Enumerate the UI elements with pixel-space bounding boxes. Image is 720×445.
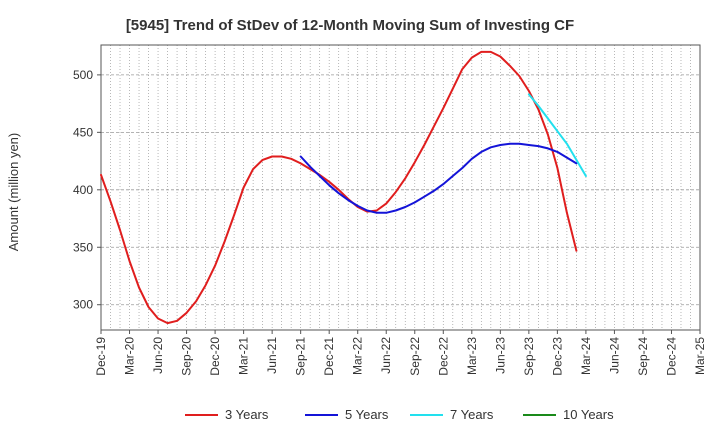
series-line-3-years	[100, 50, 578, 325]
y-tick-label: 450	[73, 125, 93, 139]
series-lines	[100, 50, 587, 325]
chart-title: [5945] Trend of StDev of 12-Month Moving…	[126, 17, 574, 34]
x-tick-label: Jun-24	[607, 337, 621, 374]
x-tick-label: Sep-24	[636, 337, 650, 376]
x-tick-label: Dec-20	[208, 337, 222, 376]
x-tick-label: Jun-21	[265, 337, 279, 374]
x-tick-label: Jun-22	[379, 337, 393, 374]
x-tick-label: Jun-20	[151, 337, 165, 374]
x-tick-label: Dec-24	[664, 337, 678, 376]
x-tick-label: Dec-23	[550, 337, 564, 376]
series-line-7-years	[527, 93, 587, 177]
x-tick-label: Dec-22	[436, 337, 450, 376]
y-tick-label: 500	[73, 68, 93, 82]
plot-area-frame	[100, 44, 701, 331]
x-tick-label: Mar-25	[693, 337, 707, 375]
series-line-5-years	[299, 142, 578, 214]
y-axis-ticks: 300 350 400 450 500	[73, 68, 101, 312]
y-axis-label: Amount (million yen)	[6, 133, 21, 252]
x-tick-label: Mar-21	[237, 337, 251, 375]
x-tick-label: Jun-23	[493, 337, 507, 374]
x-tick-label: Sep-22	[408, 337, 422, 376]
y-tick-label: 400	[73, 183, 93, 197]
x-tick-label: Mar-20	[123, 337, 137, 375]
x-tick-label: Sep-21	[294, 337, 308, 376]
x-axis-ticks: Dec-19 Mar-20 Jun-20 Sep-20 Dec-20 Mar-21 Jun-…	[94, 330, 707, 376]
legend-label: 7 Years	[450, 407, 494, 422]
legend-label: 3 Years	[225, 407, 269, 422]
x-tick-label: Dec-21	[322, 337, 336, 376]
y-tick-label: 350	[73, 240, 93, 254]
x-tick-label: Sep-20	[180, 337, 194, 376]
legend-label: 10 Years	[563, 407, 614, 422]
grid-lines	[101, 45, 700, 330]
legend: 3 Years 5 Years 7 Years 10 Years	[185, 407, 614, 422]
y-tick-label: 300	[73, 298, 93, 312]
x-tick-label: Dec-19	[94, 337, 108, 376]
x-tick-label: Mar-22	[351, 337, 365, 375]
x-tick-label: Mar-23	[465, 337, 479, 375]
x-tick-label: Mar-24	[579, 337, 593, 375]
legend-label: 5 Years	[345, 407, 389, 422]
x-tick-label: Sep-23	[522, 337, 536, 376]
